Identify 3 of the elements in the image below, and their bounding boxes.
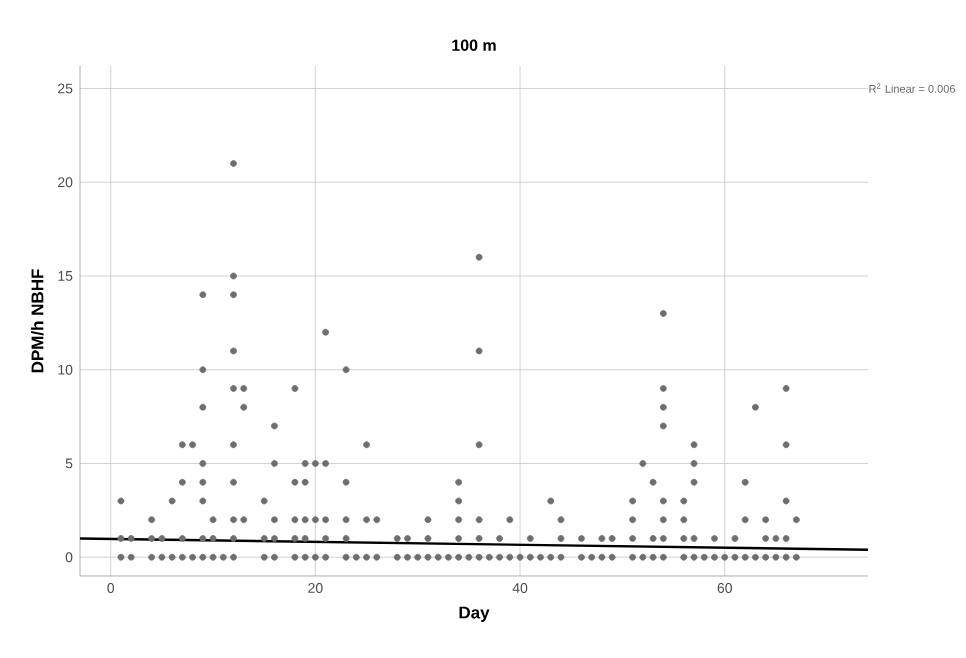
y-axis-title: DPM/h NBHF bbox=[30, 269, 44, 373]
chart-title: 100 m bbox=[452, 39, 496, 51]
x-axis-title: Day bbox=[459, 606, 490, 622]
